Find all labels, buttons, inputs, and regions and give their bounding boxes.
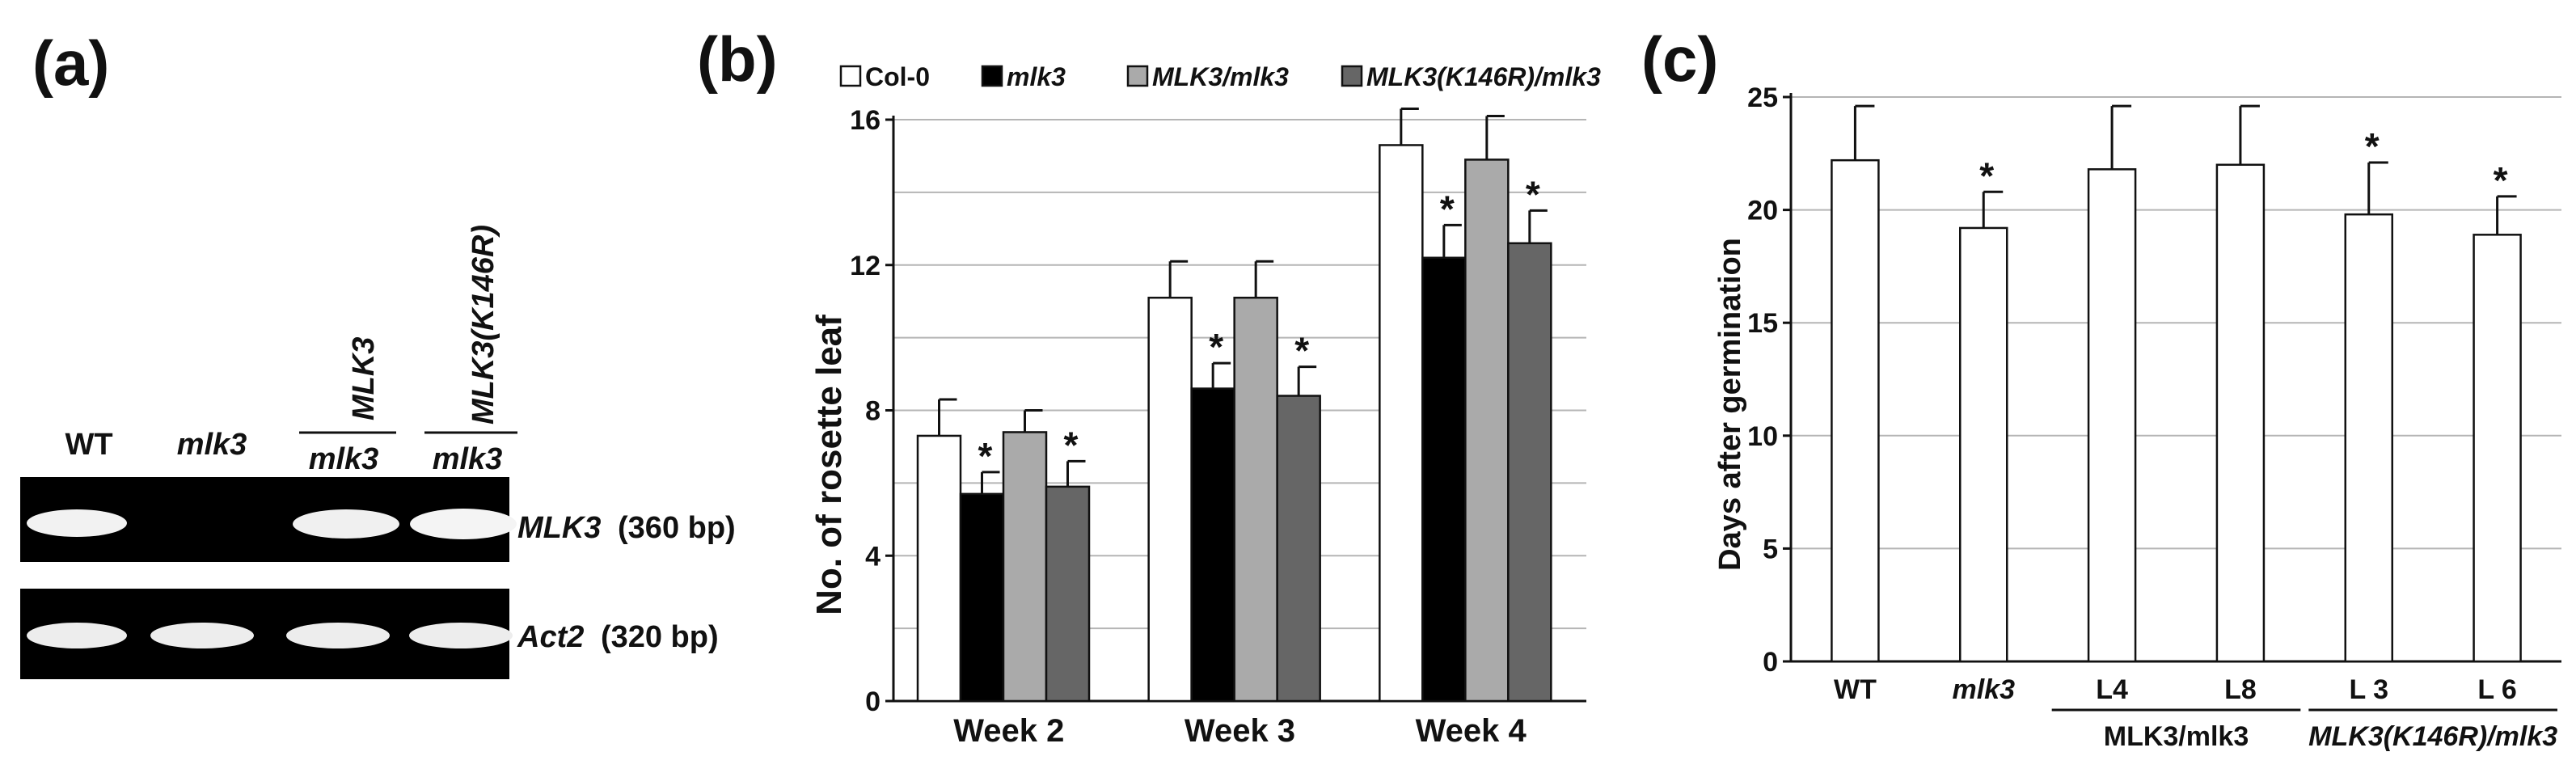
significance-marker: * [1064, 424, 1079, 466]
bar [1147, 296, 1193, 703]
x-tick-label: L8 [2224, 674, 2257, 705]
group-label: MLK3/mlk3 [2104, 721, 2249, 752]
x-tick-label: Week 4 [1416, 713, 1527, 749]
significance-marker: * [1294, 330, 1309, 372]
lane-label-mlk3-complement-top: MLK3 [347, 337, 381, 420]
bar [2473, 234, 2522, 663]
significance-marker: * [978, 435, 993, 477]
y-tick-label: 4 [865, 541, 880, 572]
significance-marker: * [1526, 173, 1540, 215]
x-tick-label: WT [1834, 674, 1877, 705]
bar [1831, 158, 1880, 663]
panel-b-letter: (b) [697, 23, 778, 95]
gel-gene-name: Act2 [517, 620, 584, 654]
legend-swatch [981, 65, 1003, 87]
significance-marker: * [1440, 188, 1455, 230]
bar [1464, 158, 1510, 703]
y-tick-label: 5 [1763, 534, 1778, 564]
lane-label-mlk3: mlk3 [177, 428, 247, 462]
gel-label-mlk3: MLK3 (360 bp) [517, 511, 736, 545]
bar [1190, 387, 1235, 703]
bar [1421, 256, 1467, 703]
y-tick-label: 20 [1747, 196, 1778, 226]
y-tick-label: 16 [850, 105, 880, 136]
gel-band [293, 509, 399, 539]
lane-label-k146r-top: MLK3(K146R) [467, 225, 500, 425]
bar [2215, 163, 2266, 663]
chart-legend: Col-0 mlk3 MLK3/mlk3 MLK3(K146R)/mlk3 [839, 62, 1601, 91]
significance-marker: * [1209, 326, 1223, 368]
bar [2344, 213, 2393, 663]
group-label: MLK3(K146R)/mlk3 [2308, 721, 2557, 752]
bar [2087, 168, 2137, 663]
legend-label: Col-0 [865, 62, 930, 91]
gel-band [410, 509, 517, 539]
gel-gene-name: MLK3 [517, 511, 601, 545]
y-tick-label: 12 [850, 251, 880, 281]
panel-a-letter: (a) [32, 27, 109, 99]
lane-label-mlk3-complement-bottom: mlk3 [309, 442, 379, 476]
bar [1233, 296, 1278, 703]
bar-chart-flowering-time: 0 5 10 15 20 25 WT * mlk3 L4 L8 * L 3 * L 6 MLK3/mlk3 ML… [1747, 82, 2561, 752]
lane-label-wt: WT [65, 428, 112, 462]
x-tick-label: Week 3 [1185, 713, 1295, 749]
x-tick-label: L 3 [2349, 674, 2388, 705]
legend-label: MLK3(K146R)/mlk3 [1366, 62, 1601, 91]
gel-label-act2: Act2 (320 bp) [517, 620, 719, 654]
gel-band-size: (320 bp) [601, 620, 719, 654]
x-tick-label: Week 2 [953, 713, 1064, 749]
panel-c-letter: (c) [1641, 23, 1718, 95]
gel-band [409, 623, 513, 648]
bar [1045, 485, 1091, 703]
y-tick-label: 0 [1763, 647, 1778, 678]
lane-label-k146r-bottom: mlk3 [433, 442, 503, 476]
y-axis-label: No. of rosette leaf [809, 315, 849, 615]
y-tick-label: 10 [1747, 421, 1778, 452]
gel-band [27, 623, 127, 648]
x-tick-label: L 6 [2477, 674, 2517, 705]
gel-band-size: (360 bp) [618, 511, 736, 545]
bar [1379, 144, 1424, 703]
panel-a: (a) WT mlk3 MLK3 mlk3 MLK3(K146R) mlk3 M… [20, 27, 736, 679]
bar [1002, 431, 1048, 703]
panel-c: (c) Days after germination 0 5 10 15 20 25 WT *… [1641, 23, 2561, 752]
gel-band [27, 509, 127, 537]
gel-band [150, 623, 254, 648]
legend-label: mlk3 [1007, 62, 1066, 91]
bar-chart-rosette-leaf: 0 4 8 12 16 * * Week 2 * * Week 3 * * Week 4 [850, 105, 1586, 749]
y-axis-label: Days after germination [1713, 238, 1747, 571]
significance-marker: * [2494, 159, 2508, 201]
legend-swatch [1126, 65, 1149, 87]
x-tick-label: L4 [2096, 674, 2128, 705]
legend-swatch [1341, 65, 1363, 87]
bar [959, 492, 1005, 703]
bar [1276, 395, 1321, 703]
significance-marker: * [1979, 154, 1994, 196]
x-tick-label: mlk3 [1953, 674, 2016, 705]
bar [916, 434, 962, 703]
bar [1959, 226, 2008, 663]
significance-marker: * [2365, 125, 2380, 167]
y-tick-label: 0 [865, 686, 880, 717]
gel-band [286, 623, 390, 648]
panel-b: (b) Col-0 mlk3 MLK3/mlk3 MLK3(K146R)/mlk3 N… [697, 23, 1601, 749]
y-tick-label: 15 [1747, 308, 1778, 339]
y-tick-label: 25 [1747, 82, 1778, 113]
legend-label: MLK3/mlk3 [1152, 62, 1289, 91]
legend-swatch [839, 65, 862, 87]
bar [1507, 242, 1552, 703]
y-tick-label: 8 [865, 396, 880, 427]
